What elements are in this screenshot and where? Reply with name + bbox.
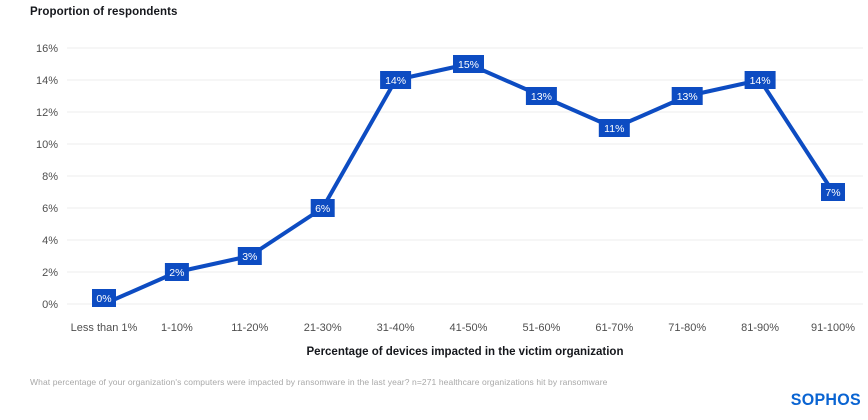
x-tick-label: 41-50% — [450, 322, 488, 334]
y-tick-label: 14% — [36, 75, 58, 87]
data-point-label: 6% — [315, 203, 330, 215]
x-tick-label: 81-90% — [741, 322, 779, 334]
data-point-label-box — [525, 87, 557, 105]
data-point-label: 14% — [385, 75, 406, 87]
data-point-label-box — [671, 87, 703, 105]
data-point-label: 7% — [825, 187, 840, 199]
x-tick-label: 91-100% — [811, 322, 855, 334]
data-point-label: 13% — [677, 91, 698, 103]
data-point-label-box — [164, 263, 189, 281]
footnote: What percentage of your organization's c… — [30, 377, 608, 387]
x-axis-title: Percentage of devices impacted in the vi… — [306, 346, 624, 358]
data-point-label-box — [598, 119, 630, 137]
x-tick-label: 31-40% — [377, 322, 415, 334]
y-tick-label: 12% — [36, 107, 58, 119]
data-point-label: 3% — [242, 251, 257, 263]
data-point-label-box — [821, 183, 845, 201]
x-tick-label: 1-10% — [161, 322, 193, 334]
x-tick-label: 61-70% — [595, 322, 633, 334]
data-point-label-box — [237, 247, 262, 265]
data-point-label: 2% — [169, 267, 184, 279]
data-point-label: 15% — [458, 59, 479, 71]
x-tick-label: 21-30% — [304, 322, 342, 334]
data-point-label: 13% — [531, 91, 552, 103]
y-tick-label: 2% — [42, 267, 58, 279]
data-point-label-box — [380, 71, 412, 89]
data-point-label: 0% — [96, 293, 111, 305]
y-tick-label: 0% — [42, 299, 58, 311]
y-tick-label: 6% — [42, 203, 58, 215]
x-tick-label: 71-80% — [668, 322, 706, 334]
sophos-logo: SOPHOS — [790, 391, 861, 410]
y-tick-label: 4% — [42, 235, 58, 247]
chart-title: Proportion of respondents — [30, 6, 178, 18]
data-point-label-box — [453, 55, 484, 73]
data-point-label-box — [310, 199, 335, 217]
x-tick-label: 11-20% — [231, 322, 268, 334]
line-chart: 0% 2% 4% 6% 8% 10% 12% 14% 16% Less than 1% 1-10% 1… — [36, 43, 863, 334]
data-point-label: 14% — [750, 75, 771, 87]
x-tick-label: 51-60% — [522, 322, 560, 334]
y-tick-label: 16% — [36, 43, 58, 55]
data-point-label: 11% — [604, 123, 624, 135]
y-tick-label: 10% — [36, 139, 58, 151]
trend-line — [102, 62, 835, 306]
y-tick-label: 8% — [42, 171, 58, 183]
data-point-label-box — [744, 71, 776, 89]
data-point-label-box — [92, 289, 116, 307]
x-tick-label: Less than 1% — [71, 322, 138, 334]
